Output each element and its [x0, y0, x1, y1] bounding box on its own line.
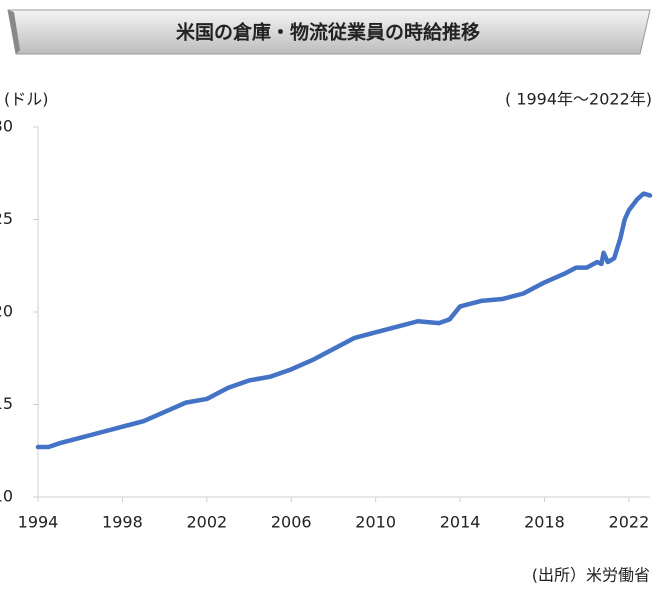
y-tick-label: 20 [0, 302, 13, 321]
source-label: (出所）米労働省 [532, 566, 650, 585]
data-line [35, 191, 653, 450]
x-tick-label: 1998 [102, 513, 143, 532]
chart-title: 米国の倉庫・物流従業員の時給推移 [176, 21, 480, 44]
x-tick-label: 2014 [440, 513, 481, 532]
x-tick-label: 2002 [186, 513, 227, 532]
x-tick-label: 1994 [18, 513, 59, 532]
y-tick-label: 25 [0, 209, 13, 228]
x-tick-label: 2006 [271, 513, 312, 532]
title-banner-edge [8, 10, 20, 54]
y-tick-label: 30 [0, 117, 13, 136]
x-tick-label: 2010 [355, 513, 396, 532]
period-label: ( 1994年～2022年) [505, 90, 652, 109]
y-tick-label: 15 [0, 394, 13, 413]
x-tick-label: 2022 [609, 513, 650, 532]
x-tick-label: 2018 [524, 513, 565, 532]
y-axis-label: (ドル) [4, 90, 49, 109]
y-tick-label: 10 [0, 487, 13, 506]
